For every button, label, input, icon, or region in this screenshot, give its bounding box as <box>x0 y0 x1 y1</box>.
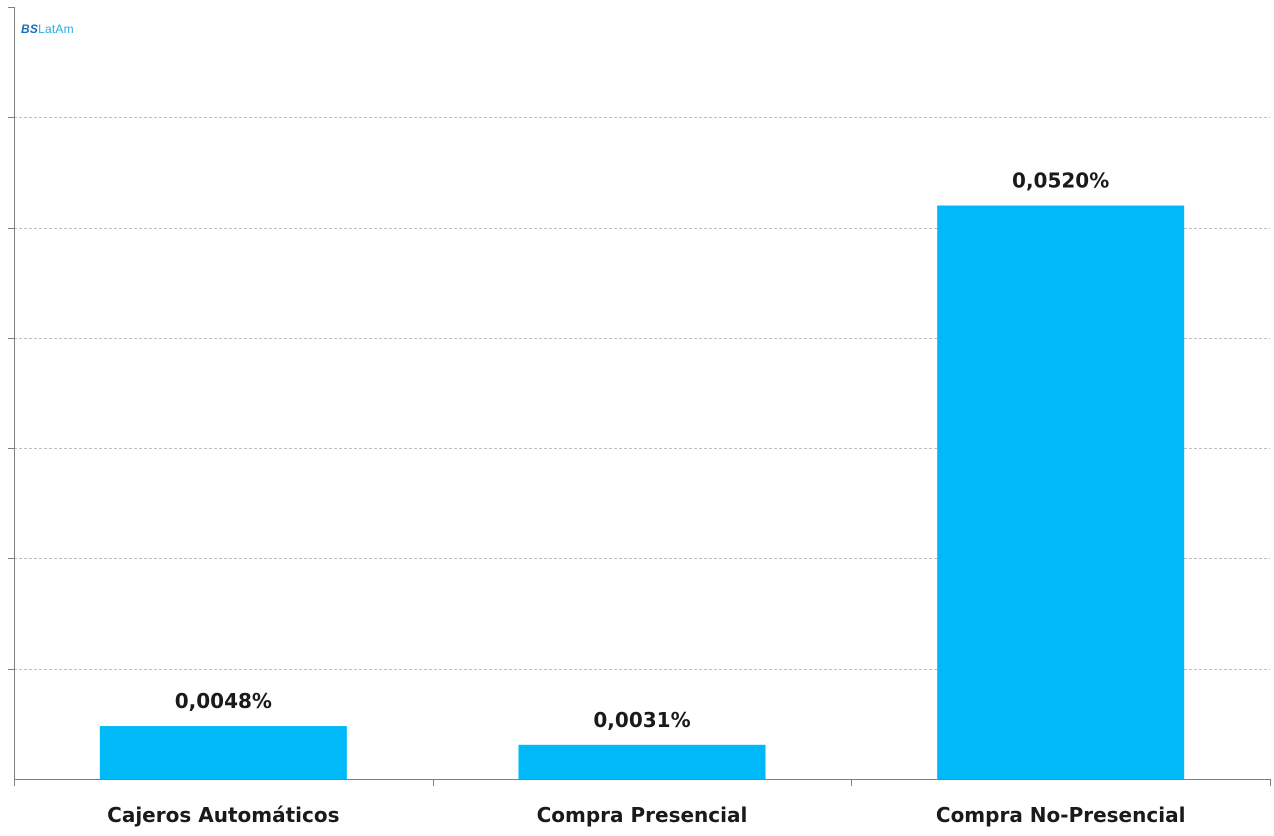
bar <box>99 726 347 779</box>
category-labels: Cajeros Automáticos Compra Presencial Comp… <box>107 803 1185 827</box>
watermark-suffix: LatAm <box>38 22 74 36</box>
bar <box>937 205 1185 779</box>
bar <box>518 744 766 779</box>
category-label: Compra No-Presencial <box>936 803 1186 827</box>
data-label: 0,0048% <box>175 689 272 713</box>
data-labels: 0,0048% 0,0031% 0,0520% <box>175 169 1110 732</box>
category-label: Compra Presencial <box>537 803 748 827</box>
data-label: 0,0520% <box>1012 169 1109 193</box>
watermark-prefix: BS <box>21 22 39 36</box>
watermark-logo: BSLatAm <box>21 22 74 36</box>
category-label: Cajeros Automáticos <box>107 803 339 827</box>
bars <box>99 205 1185 779</box>
axes <box>8 7 1271 786</box>
data-label: 0,0031% <box>593 708 690 732</box>
